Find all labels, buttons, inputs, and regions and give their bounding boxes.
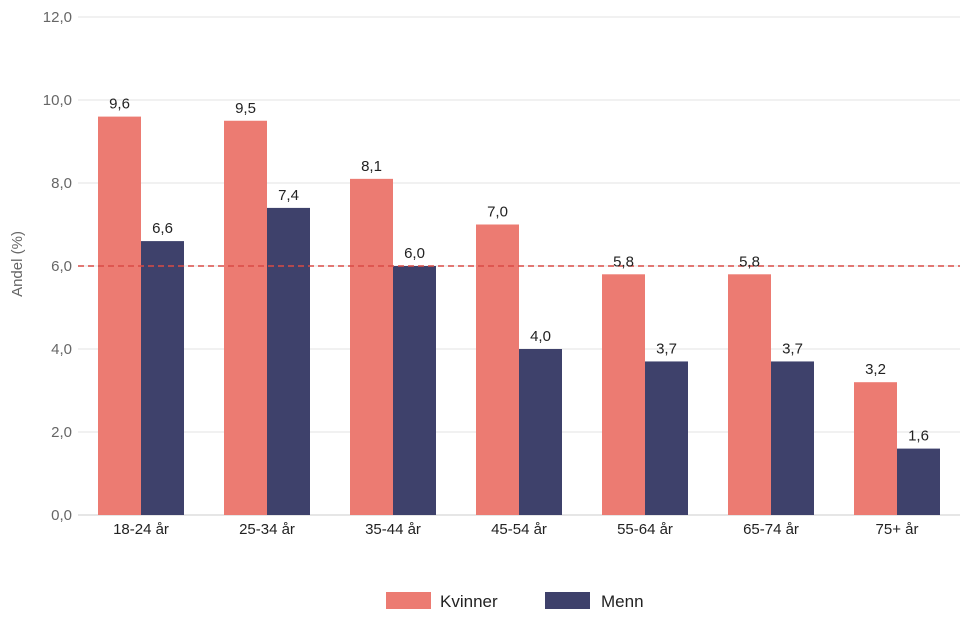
data-label: 5,8 (613, 253, 634, 270)
data-label: 9,6 (109, 96, 130, 113)
bar-kvinner (350, 178, 393, 515)
y-tick-label: 4,0 (51, 341, 72, 358)
x-tick-label: 65-74 år (743, 521, 799, 538)
bar-kvinner (602, 274, 645, 515)
legend-swatch-menn (545, 592, 590, 609)
legend-label-kvinner: Kvinner (440, 592, 498, 611)
x-tick-label: 18-24 år (113, 521, 169, 538)
bar-kvinner (224, 120, 267, 515)
bar-kvinner (476, 224, 519, 515)
data-label: 3,7 (656, 340, 677, 357)
y-axis-ticks: 0,0 2,0 4,0 6,0 8,0 10,0 12,0 (43, 9, 72, 524)
bar-kvinner (854, 382, 897, 515)
x-tick-label: 45-54 år (491, 521, 547, 538)
y-tick-label: 8,0 (51, 175, 72, 192)
x-axis-categories: 18-24 år 25-34 år 35-44 år 45-54 år 55-64 år… (113, 521, 918, 538)
data-label: 7,0 (487, 204, 508, 221)
data-label: 8,1 (361, 158, 382, 175)
data-label: 3,2 (865, 361, 886, 378)
bar-menn (645, 361, 688, 515)
x-tick-label: 35-44 år (365, 521, 421, 538)
bar-kvinner (728, 274, 771, 515)
y-axis-title: Andel (%) (9, 231, 26, 297)
legend-swatch-kvinner (386, 592, 431, 609)
x-tick-label: 75+ år (876, 521, 919, 538)
data-label: 9,5 (235, 100, 256, 117)
data-label: 1,6 (908, 428, 929, 445)
data-label: 4,0 (530, 328, 551, 345)
data-label: 3,7 (782, 340, 803, 357)
bar-menn (267, 207, 310, 515)
data-label: 6,6 (152, 220, 173, 237)
legend: Kvinner Menn (386, 592, 644, 611)
y-tick-label: 2,0 (51, 424, 72, 441)
data-labels: 9,6 6,6 9,5 7,4 8,1 6,0 7,0 4,0 5,8 3,7 5,8 3,7 3,2 1… (109, 96, 929, 445)
bar-menn (897, 448, 940, 515)
bar-menn (519, 349, 562, 515)
x-tick-label: 55-64 år (617, 521, 673, 538)
bar-kvinner (98, 116, 141, 515)
bar-menn (141, 241, 184, 515)
bars (98, 116, 940, 515)
bar-menn (771, 361, 814, 515)
data-label: 7,4 (278, 187, 299, 204)
data-label: 6,0 (404, 245, 425, 262)
bar-menn (393, 266, 436, 515)
x-tick-label: 25-34 år (239, 521, 295, 538)
data-label: 5,8 (739, 253, 760, 270)
y-tick-label: 0,0 (51, 507, 72, 524)
legend-label-menn: Menn (601, 592, 644, 611)
y-tick-label: 10,0 (43, 92, 72, 109)
y-tick-label: 12,0 (43, 9, 72, 26)
y-tick-label: 6,0 (51, 258, 72, 275)
